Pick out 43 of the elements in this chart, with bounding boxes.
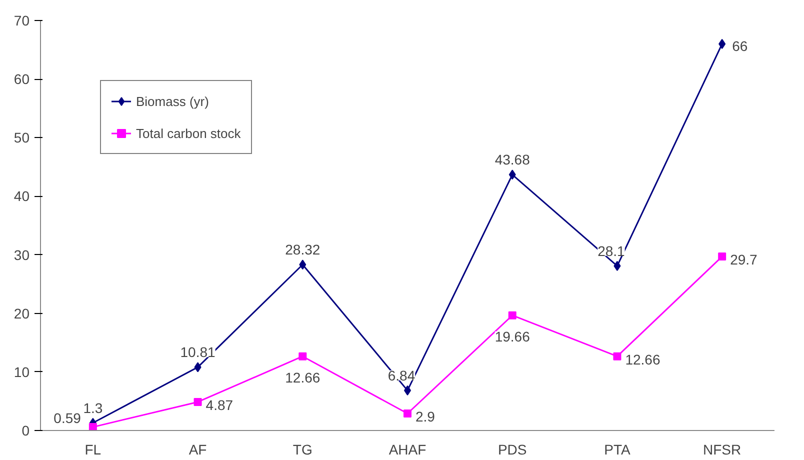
x-tick-label: NFSR [703, 442, 742, 458]
data-label: 1.3 [83, 400, 103, 416]
data-label: 4.87 [206, 396, 234, 413]
legend-label: Biomass (yr) [136, 94, 209, 108]
point [508, 311, 516, 320]
point [508, 170, 516, 180]
point [718, 38, 726, 49]
point [88, 423, 97, 430]
point [194, 362, 202, 372]
y-tick-label: 70 [14, 12, 30, 28]
data-label: 28.1 [598, 242, 626, 259]
y-tick-label: 50 [14, 130, 30, 146]
point [194, 398, 202, 406]
point [718, 252, 726, 261]
data-label: 0.59 [54, 410, 82, 426]
y-tick-label: 30 [14, 246, 30, 263]
data-label: 6.84 [388, 367, 416, 384]
data-label: 10.81 [180, 344, 216, 360]
data-label: 2.9 [416, 408, 436, 425]
data-label: 12.66 [285, 369, 320, 386]
data-label: 29.7 [730, 252, 758, 268]
data-label: 19.66 [494, 328, 530, 344]
point [613, 352, 622, 360]
x-tick-label: PDS [498, 442, 527, 458]
data-label: 28.32 [285, 242, 320, 258]
y-tick-label: 10 [14, 364, 30, 380]
data-label: 43.68 [494, 152, 530, 168]
x-tick-label: PTA [604, 442, 631, 458]
x-tick-label: AHAF [388, 442, 426, 458]
y-tick-label: 20 [14, 305, 30, 322]
point [404, 410, 412, 418]
y-tick-label: 60 [14, 71, 30, 88]
data-label: 66 [732, 38, 748, 54]
point [298, 352, 307, 360]
x-tick-label: FL [84, 442, 102, 458]
x-tick-label: AF [188, 442, 207, 458]
legend-label: Total carbon stock [136, 126, 241, 140]
point [299, 260, 306, 270]
y-tick-label: 40 [14, 188, 30, 204]
x-tick-label: TG [292, 442, 312, 458]
y-tick-label: 0 [22, 422, 30, 438]
data-label: 12.66 [625, 351, 660, 368]
point [614, 260, 621, 271]
